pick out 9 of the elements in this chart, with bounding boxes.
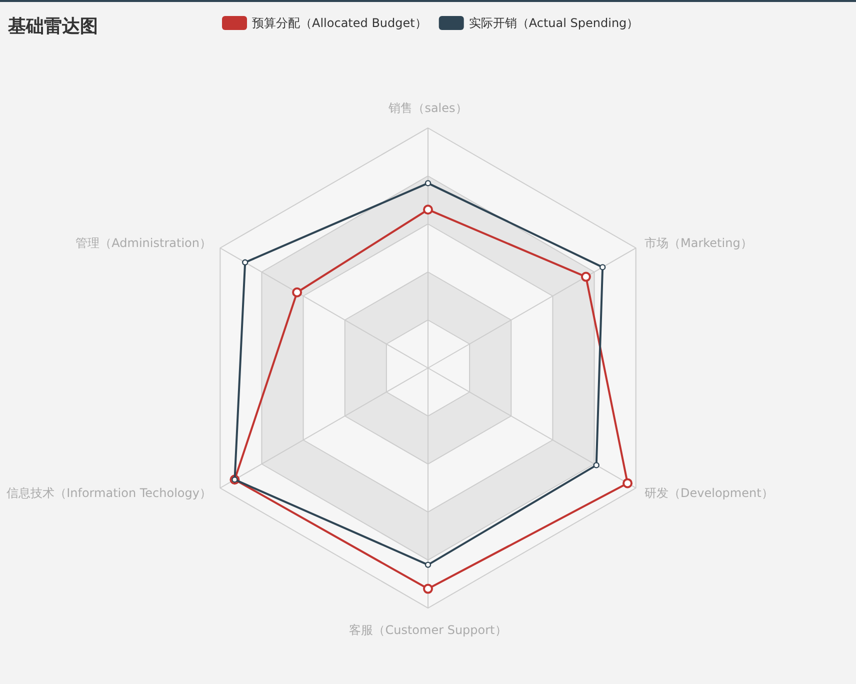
spoke-label: 管理（Administration） [76,236,212,250]
spoke-label: 信息技术（Information Techology） [6,486,212,500]
spoke-label: 研发（Development） [644,486,774,500]
spoke-label: 客服（Customer Support） [349,623,507,637]
spoke-label: 市场（Marketing） [644,236,752,250]
chart-title: 基础雷达图 [7,16,98,37]
spoke-label: 销售（sales） [388,101,468,115]
legend-label: 实际开销（Actual Spending） [468,16,639,30]
legend-label: 预算分配（Allocated Budget） [252,16,427,30]
